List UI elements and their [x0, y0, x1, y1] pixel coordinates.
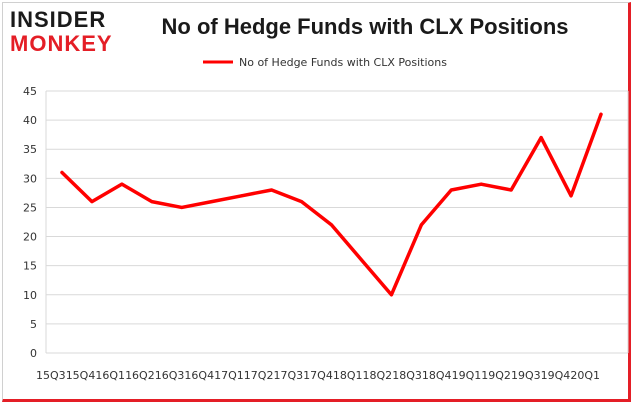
y-tick-label: 5 [30, 318, 37, 331]
data-point-18Q4 [449, 188, 453, 192]
y-tick-label: 0 [30, 347, 37, 360]
data-point-17Q2 [270, 188, 274, 192]
x-tick-label: 19Q2 [481, 369, 511, 382]
insider-monkey-logo: INSIDER MONKEY [10, 6, 120, 56]
x-tick-label: 16Q1 [95, 369, 125, 382]
x-tick-label: 17Q2 [244, 369, 274, 382]
x-tick-label: 19Q1 [452, 369, 482, 382]
x-tick-label: 17Q4 [303, 369, 333, 382]
x-axis-tick-labels: 15Q3 15Q4 16Q1 16Q2 16Q3 16Q4 17Q1 17Q2 17Q3 17Q4… [36, 369, 600, 382]
legend: No of Hedge Funds with CLX Positions [203, 56, 447, 69]
x-tick-label: 15Q4 [66, 369, 96, 382]
y-tick-label: 45 [23, 85, 37, 98]
series-layer [60, 112, 603, 297]
x-tick-label: 17Q1 [214, 369, 244, 382]
data-point-15Q4 [90, 200, 94, 204]
x-tick-label: 19Q3 [511, 369, 541, 382]
data-point-19Q4 [569, 194, 573, 198]
data-point-19Q2 [509, 188, 513, 192]
y-tick-label: 25 [23, 201, 37, 214]
y-tick-label: 20 [23, 231, 37, 244]
x-tick-label: 18Q2 [363, 369, 393, 382]
chart-frame [2, 2, 631, 402]
data-point-17Q3 [300, 200, 304, 204]
y-axis-tick-labels: 0 5 10 15 20 25 30 35 40 45 [23, 85, 37, 360]
y-tick-label: 10 [23, 289, 37, 302]
data-point-19Q1 [479, 182, 483, 186]
logo-line-2: MONKEY [10, 31, 113, 56]
x-tick-label: 18Q3 [392, 369, 422, 382]
x-tick-label: 18Q4 [422, 369, 452, 382]
y-tick-label: 15 [23, 260, 37, 273]
logo-line-1: INSIDER [10, 7, 107, 32]
data-point-18Q2 [389, 293, 393, 297]
x-tick-label: 16Q3 [155, 369, 185, 382]
y-tick-label: 40 [23, 114, 37, 127]
data-point-16Q4 [210, 200, 214, 204]
data-point-16Q3 [180, 205, 184, 209]
x-tick-label: 16Q4 [184, 369, 214, 382]
x-tick-label: 16Q2 [125, 369, 155, 382]
x-tick-label: 19Q4 [541, 369, 571, 382]
y-tick-label: 30 [23, 172, 37, 185]
data-point-18Q1 [359, 258, 363, 262]
gridlines [45, 90, 629, 354]
legend-label: No of Hedge Funds with CLX Positions [239, 56, 447, 69]
data-point-17Q1 [240, 194, 244, 198]
series-line [60, 112, 603, 297]
x-tick-label: 18Q1 [333, 369, 363, 382]
y-tick-label: 35 [23, 143, 37, 156]
data-point-18Q3 [419, 223, 423, 227]
data-point-15Q3 [60, 171, 64, 175]
x-tick-label: 15Q3 [36, 369, 66, 382]
data-point-16Q1 [120, 182, 124, 186]
data-point-17Q4 [330, 223, 333, 227]
data-point-16Q2 [150, 200, 154, 204]
x-tick-label: 20Q1 [570, 369, 600, 382]
chart-title: No of Hedge Funds with CLX Positions [161, 14, 569, 39]
data-point-19Q3 [539, 136, 543, 140]
data-point-20Q1 [599, 112, 603, 116]
x-tick-label: 17Q3 [273, 369, 303, 382]
